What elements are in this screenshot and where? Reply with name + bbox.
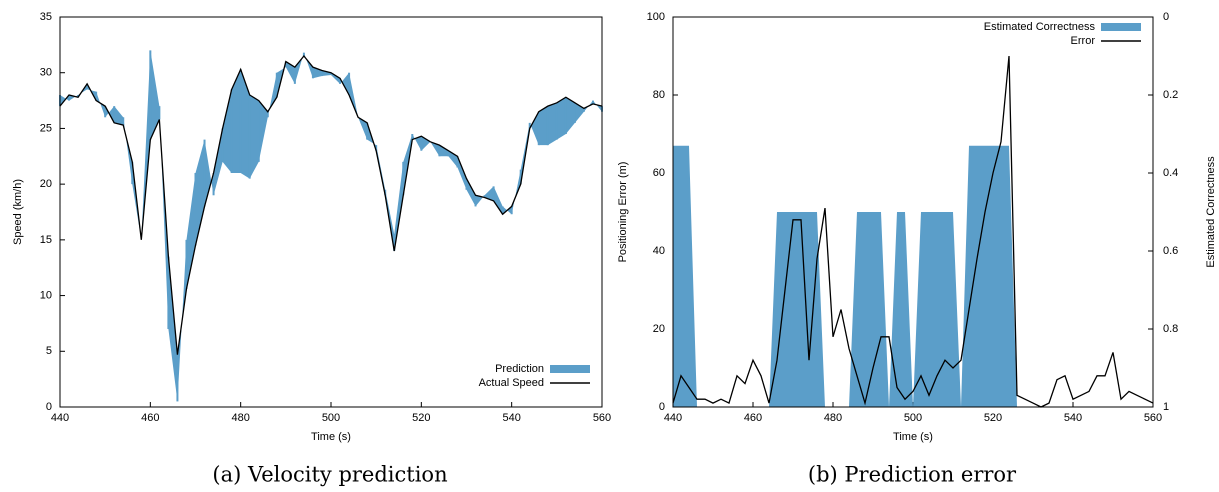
y-tick-label: 20 (653, 323, 665, 335)
x-axis-label: Time (s) (311, 431, 351, 443)
y-tick-label: 40 (653, 245, 665, 257)
x-tick-label: 520 (984, 412, 1002, 424)
plot-frame (59, 16, 603, 408)
x-tick-label: 500 (904, 412, 922, 424)
caption: (b) Prediction error (808, 463, 1017, 487)
y-tick-label: 100 (647, 11, 665, 23)
x-tick-label: 460 (141, 412, 159, 424)
y2-tick-label: 0.8 (1163, 323, 1178, 335)
x-tick-label: 460 (744, 412, 762, 424)
x-tick-label: 480 (231, 412, 249, 424)
y2-axis-label: Estimated Correctness (1205, 156, 1217, 268)
y2-tick-label: 0.4 (1163, 167, 1178, 179)
legend-label: Prediction (495, 363, 544, 375)
y-tick-label: 60 (653, 167, 665, 179)
prediction-band-fill (60, 50, 602, 402)
x-tick-label: 520 (412, 412, 430, 424)
x-tick-label: 500 (322, 412, 340, 424)
legend-swatch (550, 365, 590, 373)
y-axis-label: Speed (km/h) (12, 179, 24, 245)
y2-tick-label: 1 (1163, 401, 1169, 413)
y2-tick-label: 0.6 (1163, 245, 1178, 257)
x-axis-label: Time (s) (893, 431, 933, 443)
legend-label: Estimated Correctness (984, 21, 1096, 33)
x-tick-label: 540 (1064, 412, 1082, 424)
y2-tick-label: 0.2 (1163, 89, 1178, 101)
x-tick-label: 560 (593, 412, 611, 424)
correctness-area (673, 145, 1153, 407)
x-tick-label: 440 (51, 412, 69, 424)
x-tick-label: 540 (502, 412, 520, 424)
y-tick-label: 80 (653, 89, 665, 101)
legend-label: Error (1071, 35, 1096, 47)
x-tick-label: 440 (664, 412, 682, 424)
y-tick-label: 25 (40, 122, 52, 134)
y-tick-label: 15 (40, 234, 52, 246)
y-tick-label: 30 (40, 67, 52, 79)
x-tick-label: 480 (824, 412, 842, 424)
y-tick-label: 0 (659, 401, 665, 413)
series-line (672, 55, 1154, 408)
y-tick-label: 35 (40, 11, 52, 23)
y-tick-label: 20 (40, 178, 52, 190)
y-tick-label: 10 (40, 289, 52, 301)
y-tick-label: 0 (46, 401, 52, 413)
y2-tick-label: 0 (1163, 11, 1169, 23)
legend-swatch (1101, 23, 1141, 31)
plot-frame (672, 16, 1154, 408)
y-tick-label: 5 (46, 345, 52, 357)
legend-label: Actual Speed (479, 377, 544, 389)
y-axis-label: Positioning Error (m) (617, 162, 629, 263)
x-tick-label: 560 (1144, 412, 1162, 424)
caption: (a) Velocity prediction (212, 463, 447, 487)
series-line (59, 54, 603, 355)
